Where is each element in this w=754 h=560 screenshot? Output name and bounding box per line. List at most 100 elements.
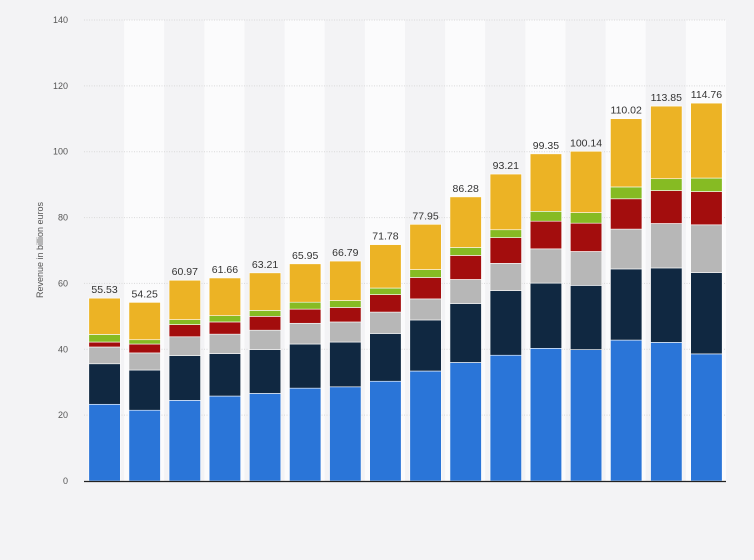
bar-segment-0-0	[88, 403, 121, 482]
bar-segment-4-1	[249, 349, 282, 394]
bar-segment-3-1	[208, 353, 241, 397]
total-label: 100.14	[570, 137, 602, 149]
bar-segment-8-0	[409, 370, 442, 482]
bar-segment-9-2	[449, 279, 482, 304]
bar-segment-6-0	[329, 386, 362, 482]
y-tick-label: 40	[58, 344, 68, 354]
y-tick-label: 100	[53, 147, 68, 157]
bar-segment-4-4	[249, 310, 282, 317]
y-tick-label: 0	[63, 476, 68, 486]
bar-segment-11-4	[529, 211, 562, 222]
y-axis-label: Revenue in billion euros	[35, 201, 45, 298]
bar-segment-10-0	[489, 354, 522, 482]
bar-segment-8-1	[409, 319, 442, 372]
total-label: 65.95	[292, 250, 318, 262]
total-labels: 55.53 54.25 60.97 61.66 63.21 65.95 66.79 71.78…	[91, 89, 722, 300]
bar-segment-10-4	[489, 229, 522, 238]
bar-segment-11-0	[529, 347, 562, 482]
bar-segment-3-0	[208, 395, 241, 482]
bar-segment-15-3	[690, 191, 723, 226]
bar-segment-11-5	[529, 153, 562, 212]
bar-segment-15-1	[690, 272, 723, 355]
bar-segment-4-5	[249, 272, 282, 311]
bar-segment-7-0	[369, 380, 402, 482]
bar-segment-0-5	[88, 297, 121, 335]
bar-segment-15-4	[690, 177, 723, 192]
bar-segment-1-3	[128, 343, 161, 354]
bar-segment-5-2	[289, 322, 322, 345]
bar-segment-1-5	[128, 302, 161, 341]
bar-segment-9-3	[449, 255, 482, 280]
bar-segment-1-2	[128, 352, 161, 371]
total-label: 55.53	[91, 284, 117, 296]
bar-segment-7-5	[369, 244, 402, 289]
bar-segment-6-5	[329, 260, 362, 301]
bar-segment-11-2	[529, 248, 562, 284]
bar-segment-10-5	[489, 173, 522, 231]
total-label: 93.21	[493, 160, 519, 172]
y-tick-label: 80	[58, 213, 68, 223]
bar-segment-14-1	[650, 267, 683, 343]
bar-segment-3-4	[208, 315, 241, 323]
total-label: 54.25	[132, 288, 158, 300]
bar-segment-14-0	[650, 342, 683, 482]
bar-segment-12-1	[570, 285, 603, 350]
bar-segment-13-3	[610, 198, 643, 230]
bar-segment-8-2	[409, 298, 442, 321]
bar-segment-0-1	[88, 363, 121, 405]
y-tick-label: 20	[58, 410, 68, 420]
bar-segment-7-3	[369, 294, 402, 313]
total-label: 61.66	[212, 264, 238, 276]
bar-segment-10-1	[489, 290, 522, 356]
y-tick-label: 140	[53, 15, 68, 25]
total-label: 77.95	[412, 210, 438, 222]
bar-segment-3-5	[208, 277, 241, 316]
bar-segment-7-2	[369, 311, 402, 334]
bar-segment-1-0	[128, 409, 161, 482]
bar-segment-11-3	[529, 220, 562, 250]
bar-segment-5-1	[289, 343, 322, 389]
bar-segment-13-5	[610, 118, 643, 188]
bar-segment-8-3	[409, 277, 442, 300]
bar-segment-4-3	[249, 316, 282, 331]
bar-segment-2-5	[168, 279, 201, 320]
bar-segment-12-2	[570, 251, 603, 286]
bar-segment-12-0	[570, 349, 603, 482]
total-label: 114.76	[691, 89, 722, 101]
bar-segment-1-4	[128, 339, 161, 345]
bar-segment-2-2	[168, 336, 201, 356]
bar-segment-10-2	[489, 263, 522, 291]
bar-segment-14-2	[650, 223, 683, 269]
total-label: 66.79	[332, 247, 358, 259]
bar-segment-1-1	[128, 369, 161, 411]
bar-segment-9-1	[449, 303, 482, 363]
bar-segment-12-3	[570, 222, 603, 252]
bar-segment-13-1	[610, 268, 643, 341]
y-tick-label: 60	[58, 278, 68, 288]
bar-segment-2-0	[168, 400, 201, 482]
bar-segment-4-2	[249, 329, 282, 350]
bar-segment-15-0	[690, 353, 723, 482]
bar-segment-14-3	[650, 190, 683, 224]
total-label: 71.78	[372, 231, 398, 243]
y-axis-ticks: 0 20 40 60 80 100 120 140	[53, 15, 68, 486]
bar-segment-6-2	[329, 321, 362, 343]
bar-segment-7-4	[369, 287, 402, 295]
bar-segment-10-3	[489, 237, 522, 264]
total-label: 113.85	[651, 92, 682, 104]
bar-segment-15-5	[690, 102, 723, 179]
bar-segment-4-0	[249, 393, 282, 482]
bar-segment-13-0	[610, 339, 643, 482]
bar-segment-9-4	[449, 247, 482, 256]
bar-segment-14-4	[650, 178, 683, 191]
bar-segment-6-1	[329, 341, 362, 388]
bar-segment-12-4	[570, 212, 603, 224]
bar-segment-15-2	[690, 224, 723, 273]
bar-segment-5-0	[289, 387, 322, 482]
bar-segment-3-2	[208, 333, 241, 354]
total-label: 86.28	[453, 183, 479, 195]
bar-segment-7-1	[369, 333, 402, 382]
bar-segment-6-3	[329, 307, 362, 323]
bar-segment-2-4	[168, 319, 201, 325]
